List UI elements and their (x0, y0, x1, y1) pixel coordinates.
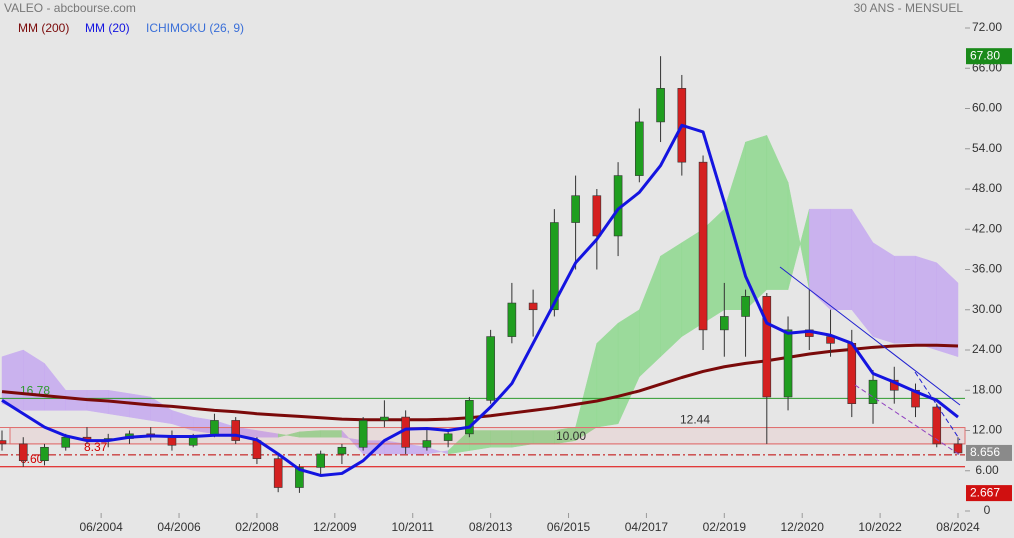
y-tick-label: 72.00 (972, 20, 1002, 34)
candle-body (720, 316, 729, 331)
cloud-segment (872, 242, 895, 344)
candle-body (231, 420, 240, 441)
y-tick-label: 24.00 (972, 342, 1002, 356)
candle-body (741, 296, 750, 317)
cloud-segment (596, 322, 619, 428)
candle-body (61, 436, 71, 448)
y-tick-label: 6.00 (975, 463, 999, 477)
candle-body (762, 296, 772, 398)
trendline (914, 371, 961, 441)
level-label: 8.37 (84, 440, 108, 454)
price-badge (966, 48, 1012, 65)
candle-body (0, 440, 7, 445)
candle-body (273, 458, 283, 488)
candle-body (40, 446, 49, 461)
x-tick-label: 02/2019 (703, 520, 747, 534)
cloud-segment (915, 255, 938, 351)
candle-body (635, 121, 644, 176)
candle-body (337, 446, 347, 455)
candle-body (932, 406, 942, 445)
cloud-segment (809, 208, 831, 311)
cloud-segment (639, 255, 661, 378)
cloud-segment (617, 309, 640, 424)
moving-average (1, 123, 959, 477)
candle-body (295, 467, 304, 488)
chart-title: VALEO - abcbourse.com (4, 1, 136, 15)
candle-body (486, 336, 495, 401)
level-label: 12.44 (680, 413, 710, 427)
price-badge (966, 444, 1012, 461)
cloud-segment (936, 262, 959, 358)
y-tick-label: 54.00 (972, 141, 1002, 155)
price-badge-label: 67.80 (970, 48, 1000, 62)
candle-body (656, 88, 665, 123)
candle-body (571, 195, 580, 223)
cloud-segment (787, 182, 810, 290)
cloud-segment (830, 208, 853, 310)
candle-body (550, 222, 559, 311)
candle-body (18, 443, 28, 461)
x-tick-label: 04/2017 (625, 520, 669, 534)
legend-entry: ICHIMOKU (26, 9) (146, 21, 244, 35)
chart-subtitle: 30 ANS - MENSUEL (854, 1, 964, 15)
candle-body (210, 420, 219, 437)
trendline (854, 384, 961, 456)
cloud-segment (724, 141, 746, 310)
candle-body (465, 400, 474, 435)
price-badge-label: 8.656 (970, 445, 1000, 459)
candle-body (507, 302, 517, 337)
y-tick-label: 36.00 (972, 262, 1002, 276)
x-tick-label: 06/2015 (547, 520, 591, 534)
x-tick-label: 02/2008 (235, 520, 279, 534)
cloud-segment (150, 396, 173, 425)
cloud-segment (894, 255, 916, 344)
candle-body (698, 161, 708, 331)
candle-body (422, 440, 432, 448)
trendline (779, 266, 961, 406)
x-tick-label: 08/2024 (936, 520, 980, 534)
candle-body (167, 436, 177, 446)
y-tick-label: 18.00 (972, 382, 1002, 396)
x-tick-label: 06/2004 (79, 520, 123, 534)
y-tick-label: 48.00 (972, 181, 1002, 195)
legend-entry: MM (20) (85, 21, 130, 35)
x-tick-label: 08/2013 (469, 520, 513, 534)
cloud-segment (660, 242, 683, 358)
cloud-segment (129, 393, 151, 421)
price-badge-label: 2.667 (970, 485, 1000, 499)
x-tick-label: 10/2011 (391, 520, 434, 534)
x-tick-label: 12/2009 (313, 520, 357, 534)
y-tick-label: 30.00 (972, 302, 1002, 316)
candle-body (868, 379, 878, 404)
candle-body (443, 433, 453, 441)
candle-body (528, 302, 538, 311)
legend-entry: MM (200) (18, 21, 69, 35)
candle-body (847, 342, 857, 404)
y-tick-label: 60.00 (972, 101, 1002, 115)
cloud-segment (766, 135, 789, 290)
level-label: 10.00 (556, 429, 586, 443)
candle-body (592, 195, 602, 237)
cloud-segment (426, 446, 449, 455)
cloud-segment (851, 208, 874, 338)
cloud-segment (575, 343, 598, 442)
y-tick-label: 12.00 (972, 423, 1002, 437)
x-tick-label: 12/2020 (781, 520, 825, 534)
y-tick-label: 42.00 (972, 221, 1002, 235)
candle-body (783, 329, 793, 398)
candle-body (358, 420, 368, 448)
x-tick-label: 10/2022 (858, 520, 902, 534)
cloud-segment (22, 349, 45, 411)
candle-body (316, 453, 325, 468)
x-tick-label: 04/2006 (157, 520, 201, 534)
candle-body (380, 416, 389, 421)
price-badge (966, 485, 1012, 502)
candle-body (953, 443, 963, 454)
y-tick-label: 0 (984, 503, 991, 517)
